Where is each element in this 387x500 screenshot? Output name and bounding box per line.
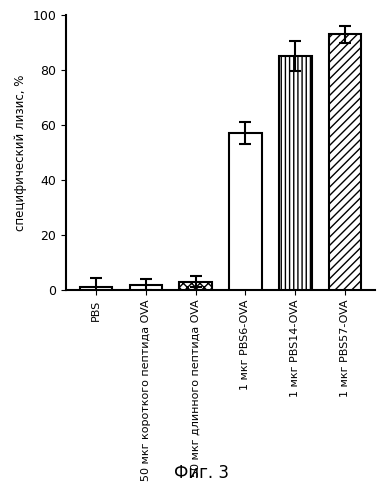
Bar xyxy=(130,284,162,290)
Y-axis label: специфический лизис, %: специфический лизис, % xyxy=(14,74,27,231)
Bar xyxy=(229,133,262,290)
Bar xyxy=(180,282,212,290)
Bar xyxy=(279,56,312,290)
Text: Фиг. 3: Фиг. 3 xyxy=(174,464,229,482)
Bar xyxy=(80,287,112,290)
Bar xyxy=(329,34,361,290)
